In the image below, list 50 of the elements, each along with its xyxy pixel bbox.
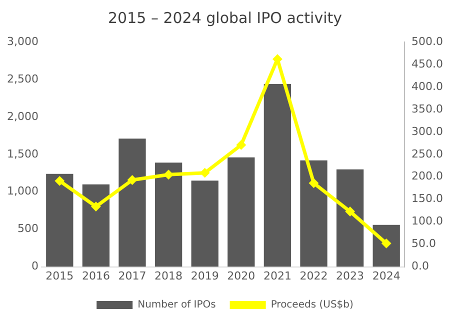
y2-tick-label: 150.0 — [412, 192, 444, 206]
x-tick-label: 2017 — [118, 269, 146, 282]
chart-title: 2015 – 2024 global IPO activity — [108, 8, 342, 27]
y2-tick-label: 400.0 — [412, 80, 444, 93]
y2-tick-label: 50.0 — [412, 237, 436, 250]
bar — [228, 157, 255, 267]
x-tick-label: 2015 — [46, 269, 74, 282]
point — [236, 140, 246, 150]
y2-tick-label: 500.0 — [412, 34, 444, 48]
x-tick-label: 2018 — [154, 269, 183, 282]
bar — [46, 174, 74, 267]
y-tick-label: 2,000 — [6, 110, 38, 123]
y2-tick-label: 450.0 — [412, 57, 444, 70]
y-tick-label: 2,500 — [6, 72, 38, 86]
bar — [191, 180, 218, 267]
y2-tick-label: 0.0 — [412, 260, 430, 273]
x-tick-label: 2016 — [82, 269, 110, 282]
bar — [154, 162, 182, 267]
y2-tick-label: 300.0 — [412, 124, 444, 138]
x-tick-label: 2022 — [300, 269, 328, 282]
bar — [82, 184, 110, 267]
point — [55, 176, 64, 186]
y-tick-label: 1,500 — [6, 147, 38, 160]
y-tick-label: 0 — [31, 260, 38, 273]
y2-tick-label: 350.0 — [412, 102, 444, 116]
point — [200, 168, 210, 178]
legend-label: Number of IPOs — [138, 300, 216, 311]
y-tick-label: 3,000 — [6, 34, 38, 48]
x-tick-label: 2024 — [372, 269, 400, 282]
y2-tick-label: 100.0 — [412, 214, 444, 228]
x-tick-label: 2020 — [227, 269, 256, 282]
x-tick-label: 2021 — [263, 269, 292, 282]
bar — [372, 224, 400, 267]
bar — [336, 169, 364, 267]
point — [346, 207, 354, 216]
point — [92, 202, 100, 211]
y-tick-label: 500 — [17, 222, 38, 236]
point — [310, 178, 318, 188]
point — [164, 170, 173, 179]
x-tick-label: 2019 — [190, 269, 219, 282]
y2-tick-label: 200.0 — [412, 170, 444, 183]
y2-tick-label: 250.0 — [412, 147, 444, 160]
bar — [300, 160, 328, 267]
x-tick-label: 2023 — [336, 269, 364, 282]
point — [382, 239, 391, 248]
legend-label: Proceeds (US$b) — [270, 300, 354, 311]
y-tick-label: 1,000 — [6, 184, 38, 198]
bar — [118, 138, 146, 267]
bar — [264, 84, 292, 267]
point — [128, 176, 136, 184]
